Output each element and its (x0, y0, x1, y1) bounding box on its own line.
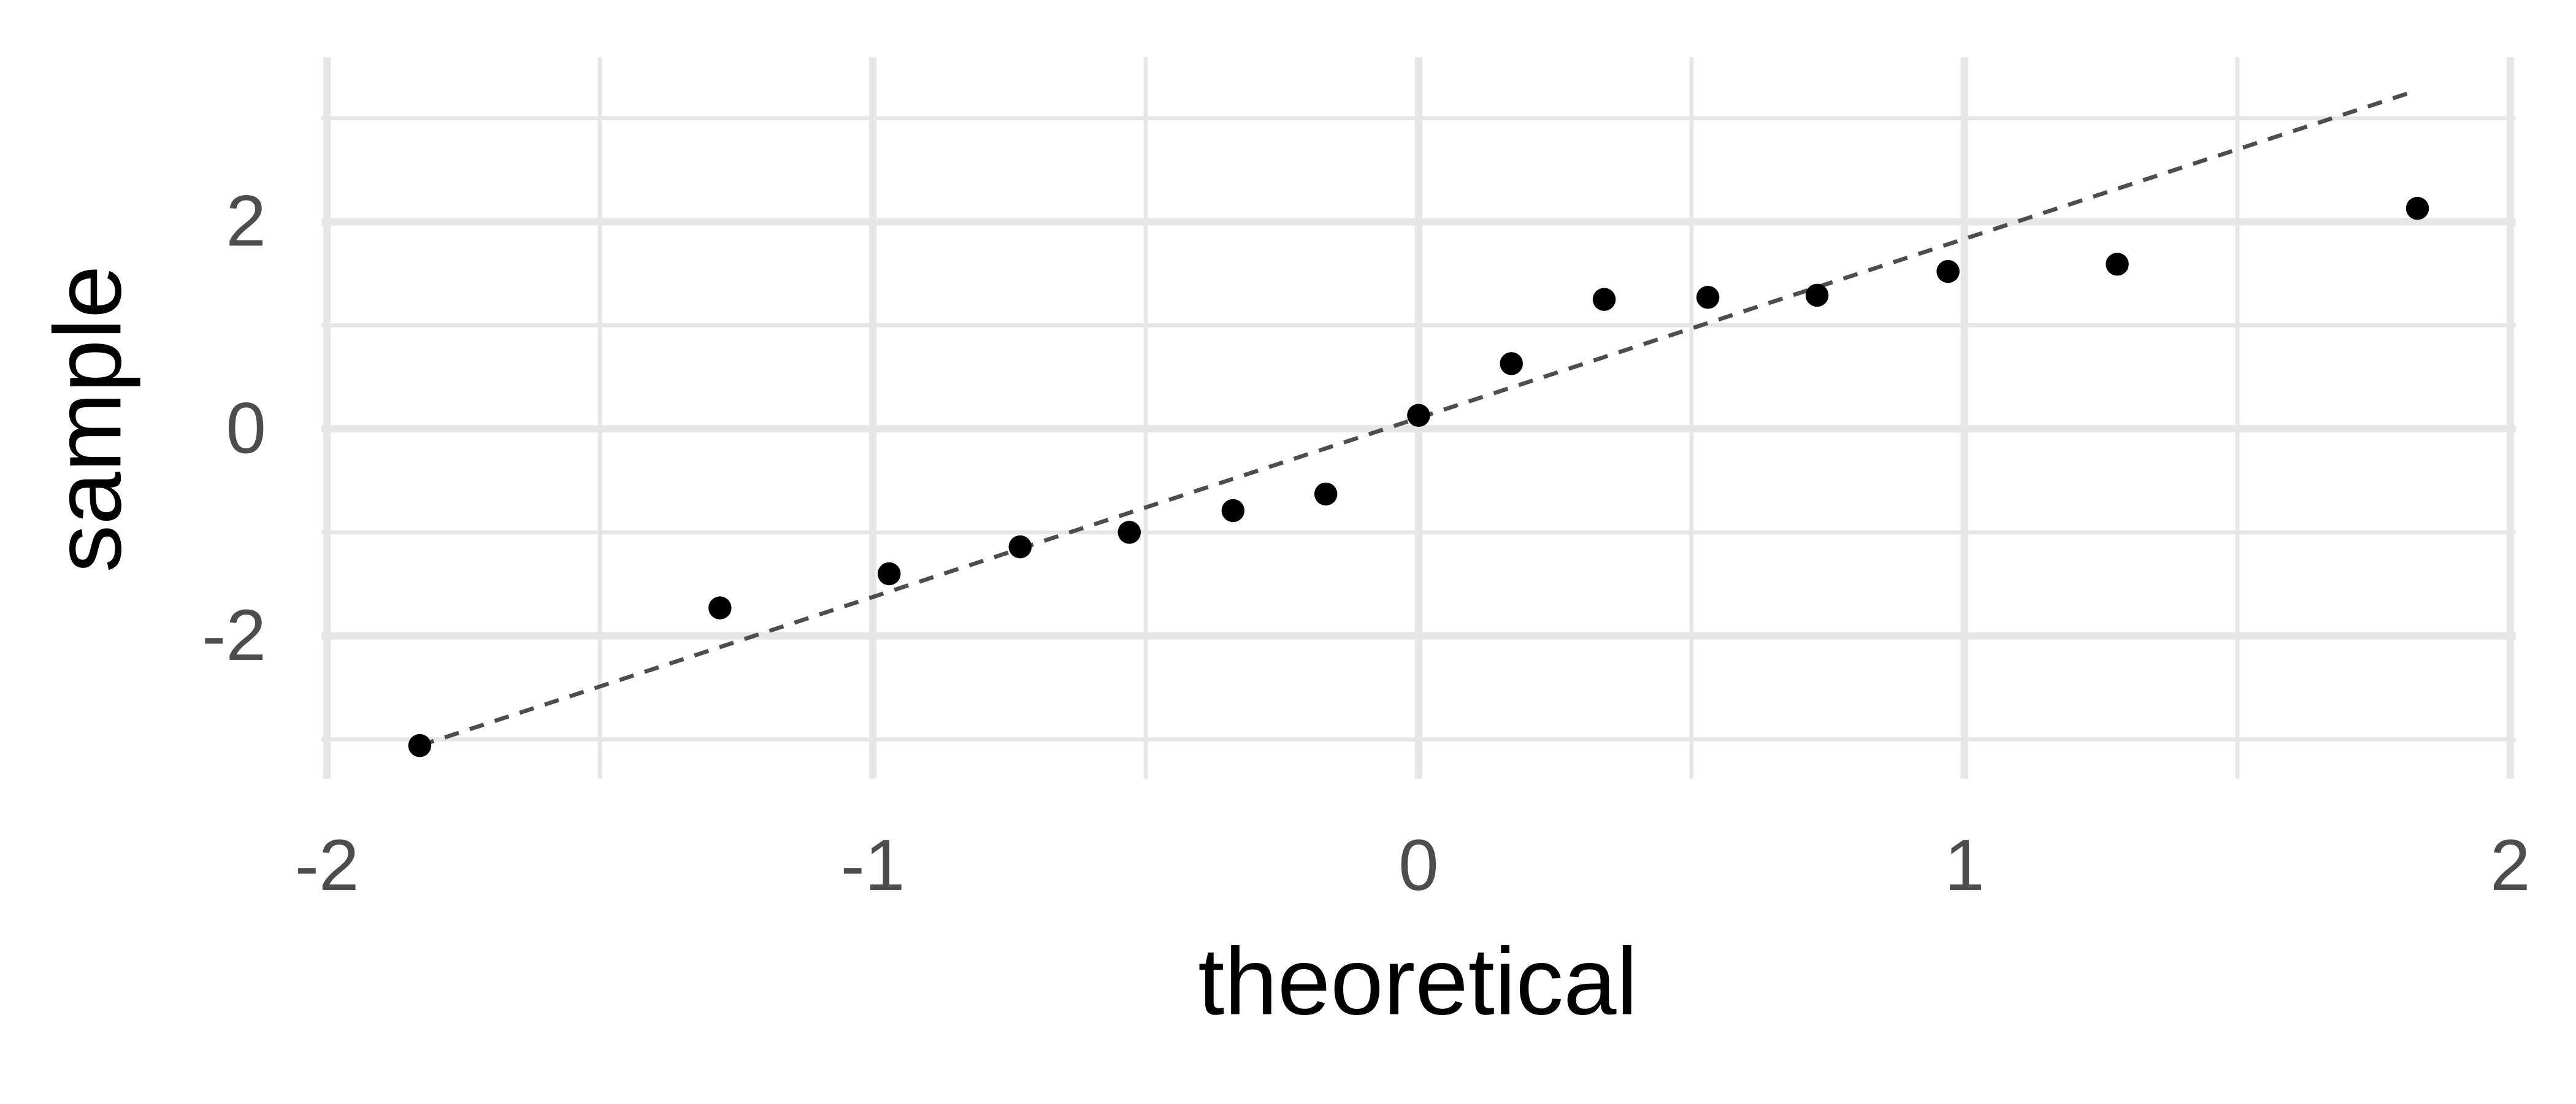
point (877, 562, 901, 586)
point (1008, 535, 1032, 559)
point (1117, 521, 1141, 544)
x-tick-label: 1 (1944, 824, 1985, 905)
point (2106, 253, 2129, 276)
x-tick-label: -2 (295, 824, 359, 905)
x-tick-label: -1 (841, 824, 905, 905)
x-axis-title: theoretical (1198, 928, 1638, 1035)
point (1500, 352, 1523, 375)
point (1407, 404, 1430, 427)
y-tick-label: -2 (202, 594, 266, 675)
point (2405, 196, 2429, 220)
point (1314, 482, 1338, 506)
point (1592, 288, 1616, 311)
point (1936, 259, 1960, 283)
y-axis-title: sample (34, 266, 140, 573)
plot-marks (408, 88, 2429, 757)
reference-line (419, 88, 2418, 748)
point (408, 734, 432, 757)
point (1805, 283, 1829, 307)
y-tick-label: 0 (226, 387, 266, 468)
point (1696, 286, 1720, 309)
point (708, 596, 732, 619)
x-tick-label: 2 (2490, 824, 2531, 905)
x-tick-label: 0 (1398, 824, 1439, 905)
point (1221, 499, 1245, 523)
y-tick-label: 2 (226, 180, 266, 261)
grid (321, 57, 2516, 779)
